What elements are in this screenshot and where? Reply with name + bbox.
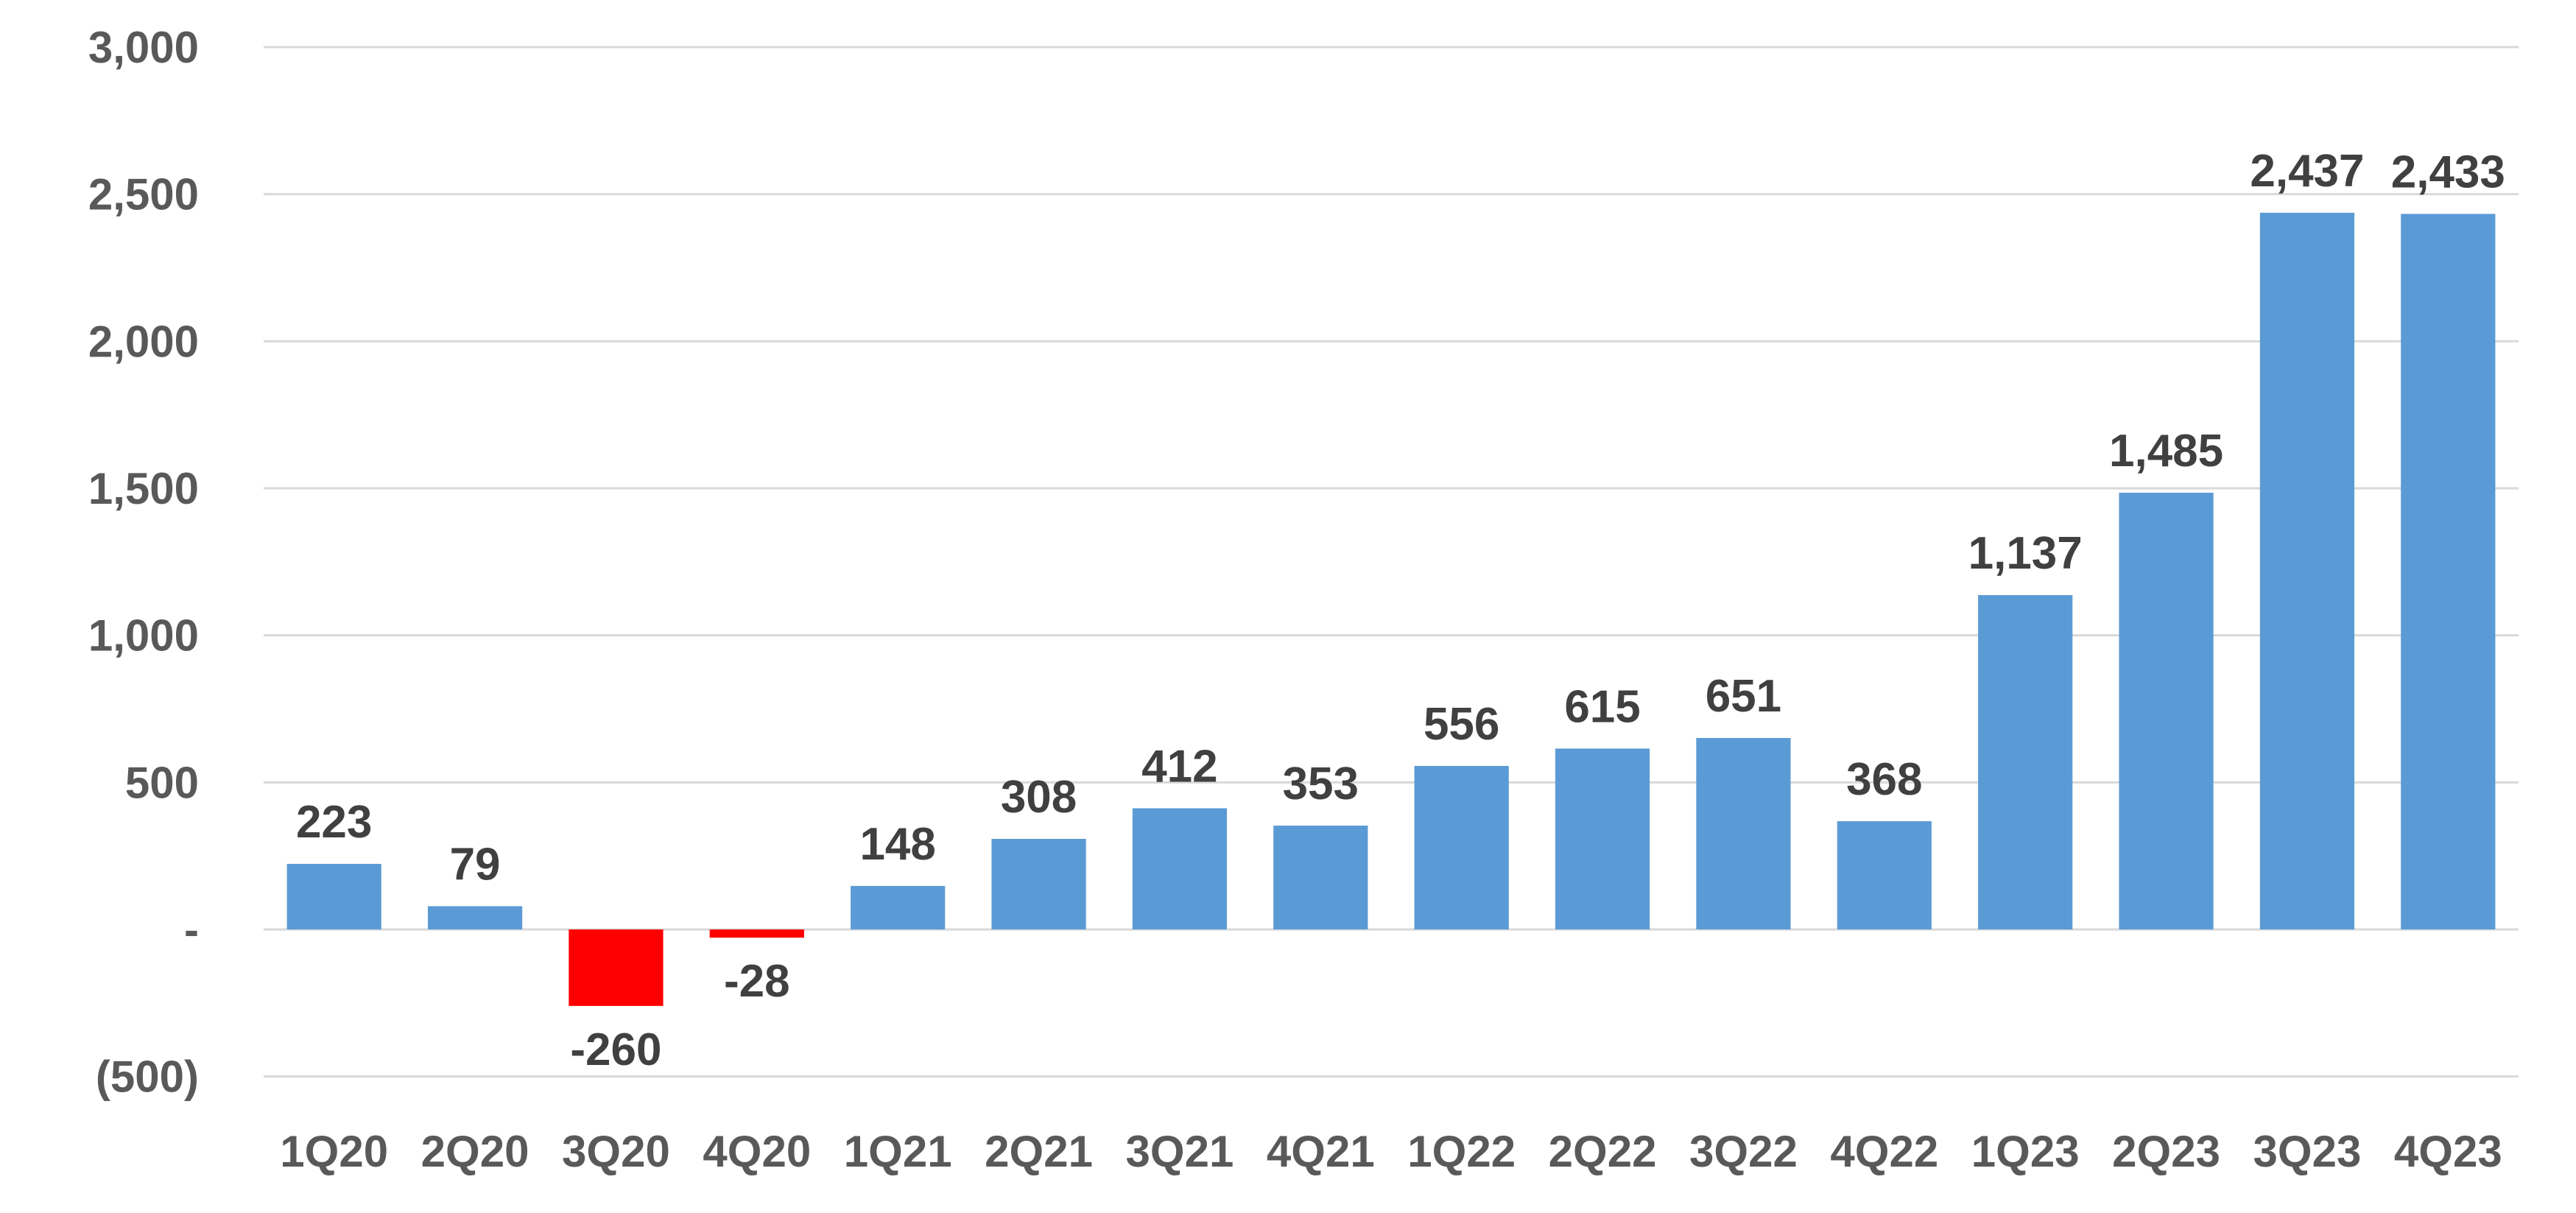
bar-3q22	[1696, 738, 1791, 929]
bar-3q23	[2259, 212, 2355, 929]
y-tick-label: 2,500	[88, 170, 199, 219]
data-label-4q22: 368	[1846, 754, 1922, 805]
x-tick-label: 3Q20	[562, 1127, 670, 1176]
x-tick-label: 2Q23	[2112, 1127, 2220, 1176]
data-label-3q22: 651	[1706, 671, 1781, 722]
x-tick-label: 1Q21	[844, 1127, 952, 1176]
data-label-2q22: 615	[1564, 681, 1640, 732]
x-tick-label: 1Q23	[1971, 1127, 2080, 1176]
x-tick-label: 3Q21	[1126, 1127, 1234, 1176]
bar-4q22	[1837, 821, 1932, 929]
bar-2q21	[991, 839, 1086, 929]
x-tick-label: 3Q23	[2253, 1127, 2362, 1176]
x-tick-label: 4Q22	[1830, 1127, 1938, 1176]
bar-2q20	[427, 906, 523, 929]
data-label-2q21: 308	[1001, 772, 1077, 823]
x-tick-label: 4Q23	[2394, 1127, 2502, 1176]
bar-3q20	[569, 929, 664, 1006]
y-axis-ticks: (500) - 500 1,000 1,500 2,000 2,500 3,000	[88, 23, 199, 1102]
bar-1q23	[1978, 594, 2073, 929]
y-tick-label: -	[184, 905, 199, 954]
x-tick-label: 2Q20	[421, 1127, 529, 1176]
data-label-3q20: -260	[570, 1024, 661, 1075]
data-label-1q22: 556	[1424, 699, 1499, 750]
data-label-2q20: 79	[450, 839, 501, 890]
data-label-3q21: 412	[1141, 741, 1217, 792]
data-label-2q23: 1,485	[2109, 426, 2223, 477]
bar-2q22	[1555, 748, 1650, 929]
bar-1q21	[851, 885, 946, 929]
y-tick-label: 1,000	[88, 611, 199, 661]
data-label-4q21: 353	[1283, 759, 1359, 809]
y-tick-label: 500	[125, 758, 199, 807]
bar-3q21	[1132, 808, 1228, 929]
data-label-3q23: 2,437	[2250, 146, 2364, 197]
bar-1q22	[1414, 765, 1509, 929]
x-axis-ticks: 1Q20 2Q20 3Q20 4Q20 1Q21 2Q21 3Q21 4Q21 1Q22 2Q22…	[280, 1127, 2502, 1176]
data-label-1q20: 223	[296, 797, 372, 848]
x-tick-label: 3Q22	[1689, 1127, 1798, 1176]
data-label-1q21: 148	[859, 819, 935, 870]
x-tick-label: 4Q20	[703, 1127, 811, 1176]
data-label-4q23: 2,433	[2391, 147, 2505, 197]
x-tick-label: 2Q22	[1549, 1127, 1657, 1176]
bar-4q21	[1273, 826, 1368, 929]
data-labels: 223 79 -260 -28 148 308 412 353 556 615 651 368 1,13…	[296, 146, 2505, 1075]
y-tick-label: (500)	[96, 1052, 199, 1102]
y-tick-label: 3,000	[88, 23, 199, 72]
x-tick-label: 4Q21	[1267, 1127, 1375, 1176]
x-tick-label: 1Q20	[280, 1127, 388, 1176]
y-tick-label: 1,500	[88, 464, 199, 513]
data-label-4q20: -28	[724, 956, 790, 1007]
bars	[286, 212, 2496, 1006]
bar-4q20	[709, 929, 804, 938]
bar-4q23	[2401, 214, 2496, 929]
x-tick-label: 2Q21	[985, 1127, 1093, 1176]
data-label-1q23: 1,137	[1968, 528, 2083, 579]
bar-1q20	[286, 863, 381, 929]
bar-2q23	[2119, 492, 2214, 929]
y-tick-label: 2,000	[88, 317, 199, 366]
x-tick-label: 1Q22	[1407, 1127, 1516, 1176]
